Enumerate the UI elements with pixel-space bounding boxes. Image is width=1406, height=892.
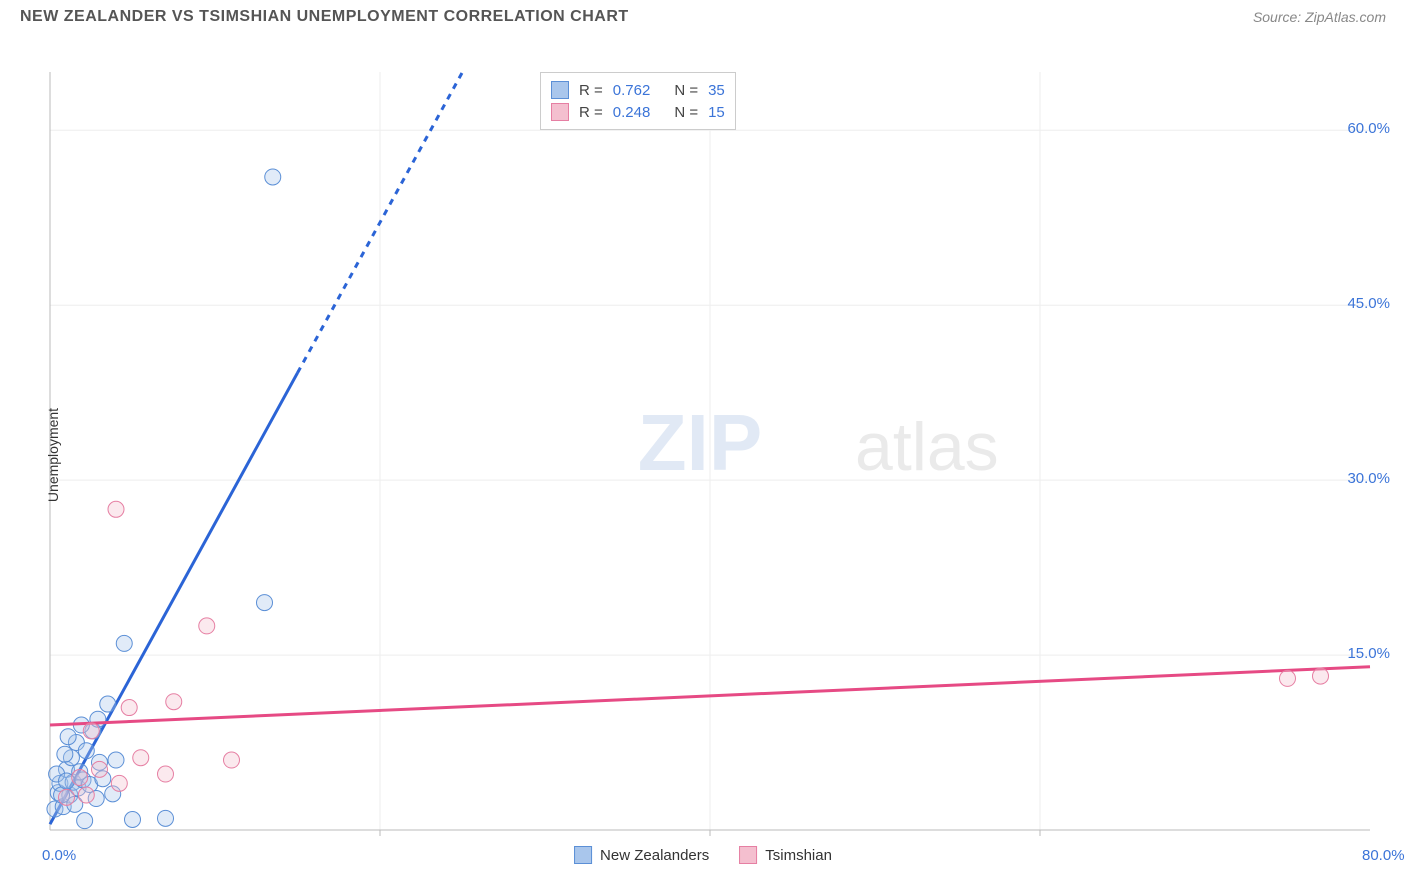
data-point <box>116 635 132 651</box>
legend-n-value: 35 <box>708 82 725 99</box>
data-point <box>111 775 127 791</box>
data-point <box>1280 670 1296 686</box>
legend-r-value: 0.762 <box>613 82 651 99</box>
series-legend: New Zealanders Tsimshian <box>574 846 832 864</box>
scatter-chart: ZIP atlas <box>0 30 1406 880</box>
data-point <box>78 787 94 803</box>
legend-r-label: R = <box>579 104 603 121</box>
data-point <box>158 766 174 782</box>
data-point <box>108 752 124 768</box>
legend-swatch <box>739 846 757 864</box>
data-point <box>92 761 108 777</box>
data-point <box>77 813 93 829</box>
data-point <box>265 169 281 185</box>
chart-container: Unemployment ZIPatlas R = 0.762N = 35R =… <box>0 30 1406 880</box>
data-point <box>59 789 75 805</box>
data-point <box>60 729 76 745</box>
data-point <box>158 810 174 826</box>
legend-n-value: 15 <box>708 104 725 121</box>
legend-n-label: N = <box>674 82 698 99</box>
data-point <box>224 752 240 768</box>
y-tick-label: 60.0% <box>1347 120 1390 137</box>
data-point <box>257 595 273 611</box>
source-attribution: Source: ZipAtlas.com <box>1253 9 1386 25</box>
legend-swatch <box>551 103 569 121</box>
legend-row: R = 0.762 N = 35 <box>551 79 725 101</box>
data-point <box>108 501 124 517</box>
legend-label: New Zealanders <box>600 847 709 864</box>
legend-n-label: N = <box>674 104 698 121</box>
data-point <box>133 750 149 766</box>
page-title: NEW ZEALANDER VS TSIMSHIAN UNEMPLOYMENT … <box>20 8 629 26</box>
data-point <box>125 812 141 828</box>
legend-item: New Zealanders <box>574 846 709 864</box>
correlation-legend: R = 0.762 N = 35 R = 0.248 N = 15 <box>540 72 736 130</box>
header: NEW ZEALANDER VS TSIMSHIAN UNEMPLOYMENT … <box>0 0 1406 30</box>
data-point <box>72 770 88 786</box>
y-tick-label: 15.0% <box>1347 645 1390 662</box>
legend-swatch <box>574 846 592 864</box>
x-tick-label: 80.0% <box>1362 847 1405 864</box>
legend-r-label: R = <box>579 82 603 99</box>
y-axis-label: Unemployment <box>45 408 61 502</box>
y-tick-label: 30.0% <box>1347 470 1390 487</box>
data-point <box>100 696 116 712</box>
data-point <box>166 694 182 710</box>
data-point <box>83 723 99 739</box>
legend-r-value: 0.248 <box>613 104 651 121</box>
legend-swatch <box>551 81 569 99</box>
data-point <box>78 743 94 759</box>
svg-text:ZIP: ZIP <box>638 398 762 487</box>
data-point <box>1313 668 1329 684</box>
legend-item: Tsimshian <box>739 846 832 864</box>
data-point <box>57 746 73 762</box>
legend-label: Tsimshian <box>765 847 832 864</box>
data-point <box>121 700 137 716</box>
x-tick-label: 0.0% <box>42 847 76 864</box>
svg-text:atlas: atlas <box>855 409 999 485</box>
y-tick-label: 45.0% <box>1347 295 1390 312</box>
data-point <box>199 618 215 634</box>
legend-row: R = 0.248 N = 15 <box>551 101 725 123</box>
